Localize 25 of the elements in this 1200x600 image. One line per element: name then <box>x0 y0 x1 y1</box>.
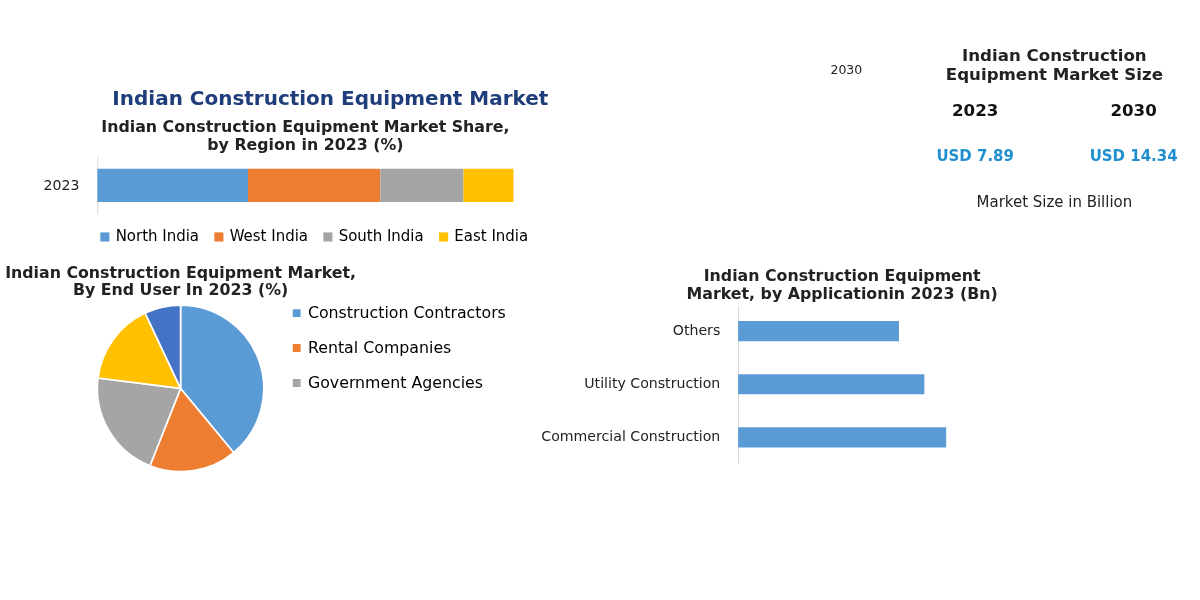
bar <box>463 168 514 202</box>
chart-title: Indian Construction Equipment Market, By End User In 2023 (%) <box>5 262 357 300</box>
legend-label: South India <box>338 227 424 246</box>
text: Indian Construction Equipment Market Size <box>945 46 1163 84</box>
chart-title: Indian Construction Equipment Market, by Applicationin 2023 (Bn) <box>686 266 998 303</box>
text: USD 7.89 <box>936 147 1014 166</box>
legend-label: Rental Companies <box>307 338 452 358</box>
text: Market Size in Billion <box>976 192 1133 211</box>
legend-label: West India <box>229 227 308 246</box>
y-tick-label: Commercial Construction <box>541 428 721 445</box>
text: 2030 <box>1110 101 1157 121</box>
y-tick-label: Others <box>672 322 721 339</box>
text: Indian Construction Equipment Market <box>112 86 549 111</box>
text: 2023 <box>952 101 999 121</box>
bar <box>380 168 464 202</box>
legend-label: Government Agencies <box>307 372 484 392</box>
bar <box>247 168 381 202</box>
legend-label: North India <box>115 227 200 246</box>
chart-title: Indian Construction Equipment Market Share, by Region in 2023 (%) <box>101 117 510 154</box>
text: USD 14.34 <box>1089 147 1178 166</box>
legend-label: East India <box>454 227 529 246</box>
y-tick-label: Utility Construction <box>584 375 721 392</box>
text: 2030 <box>830 61 863 77</box>
bar <box>97 168 248 202</box>
legend-label: Construction Contractors <box>307 303 506 323</box>
